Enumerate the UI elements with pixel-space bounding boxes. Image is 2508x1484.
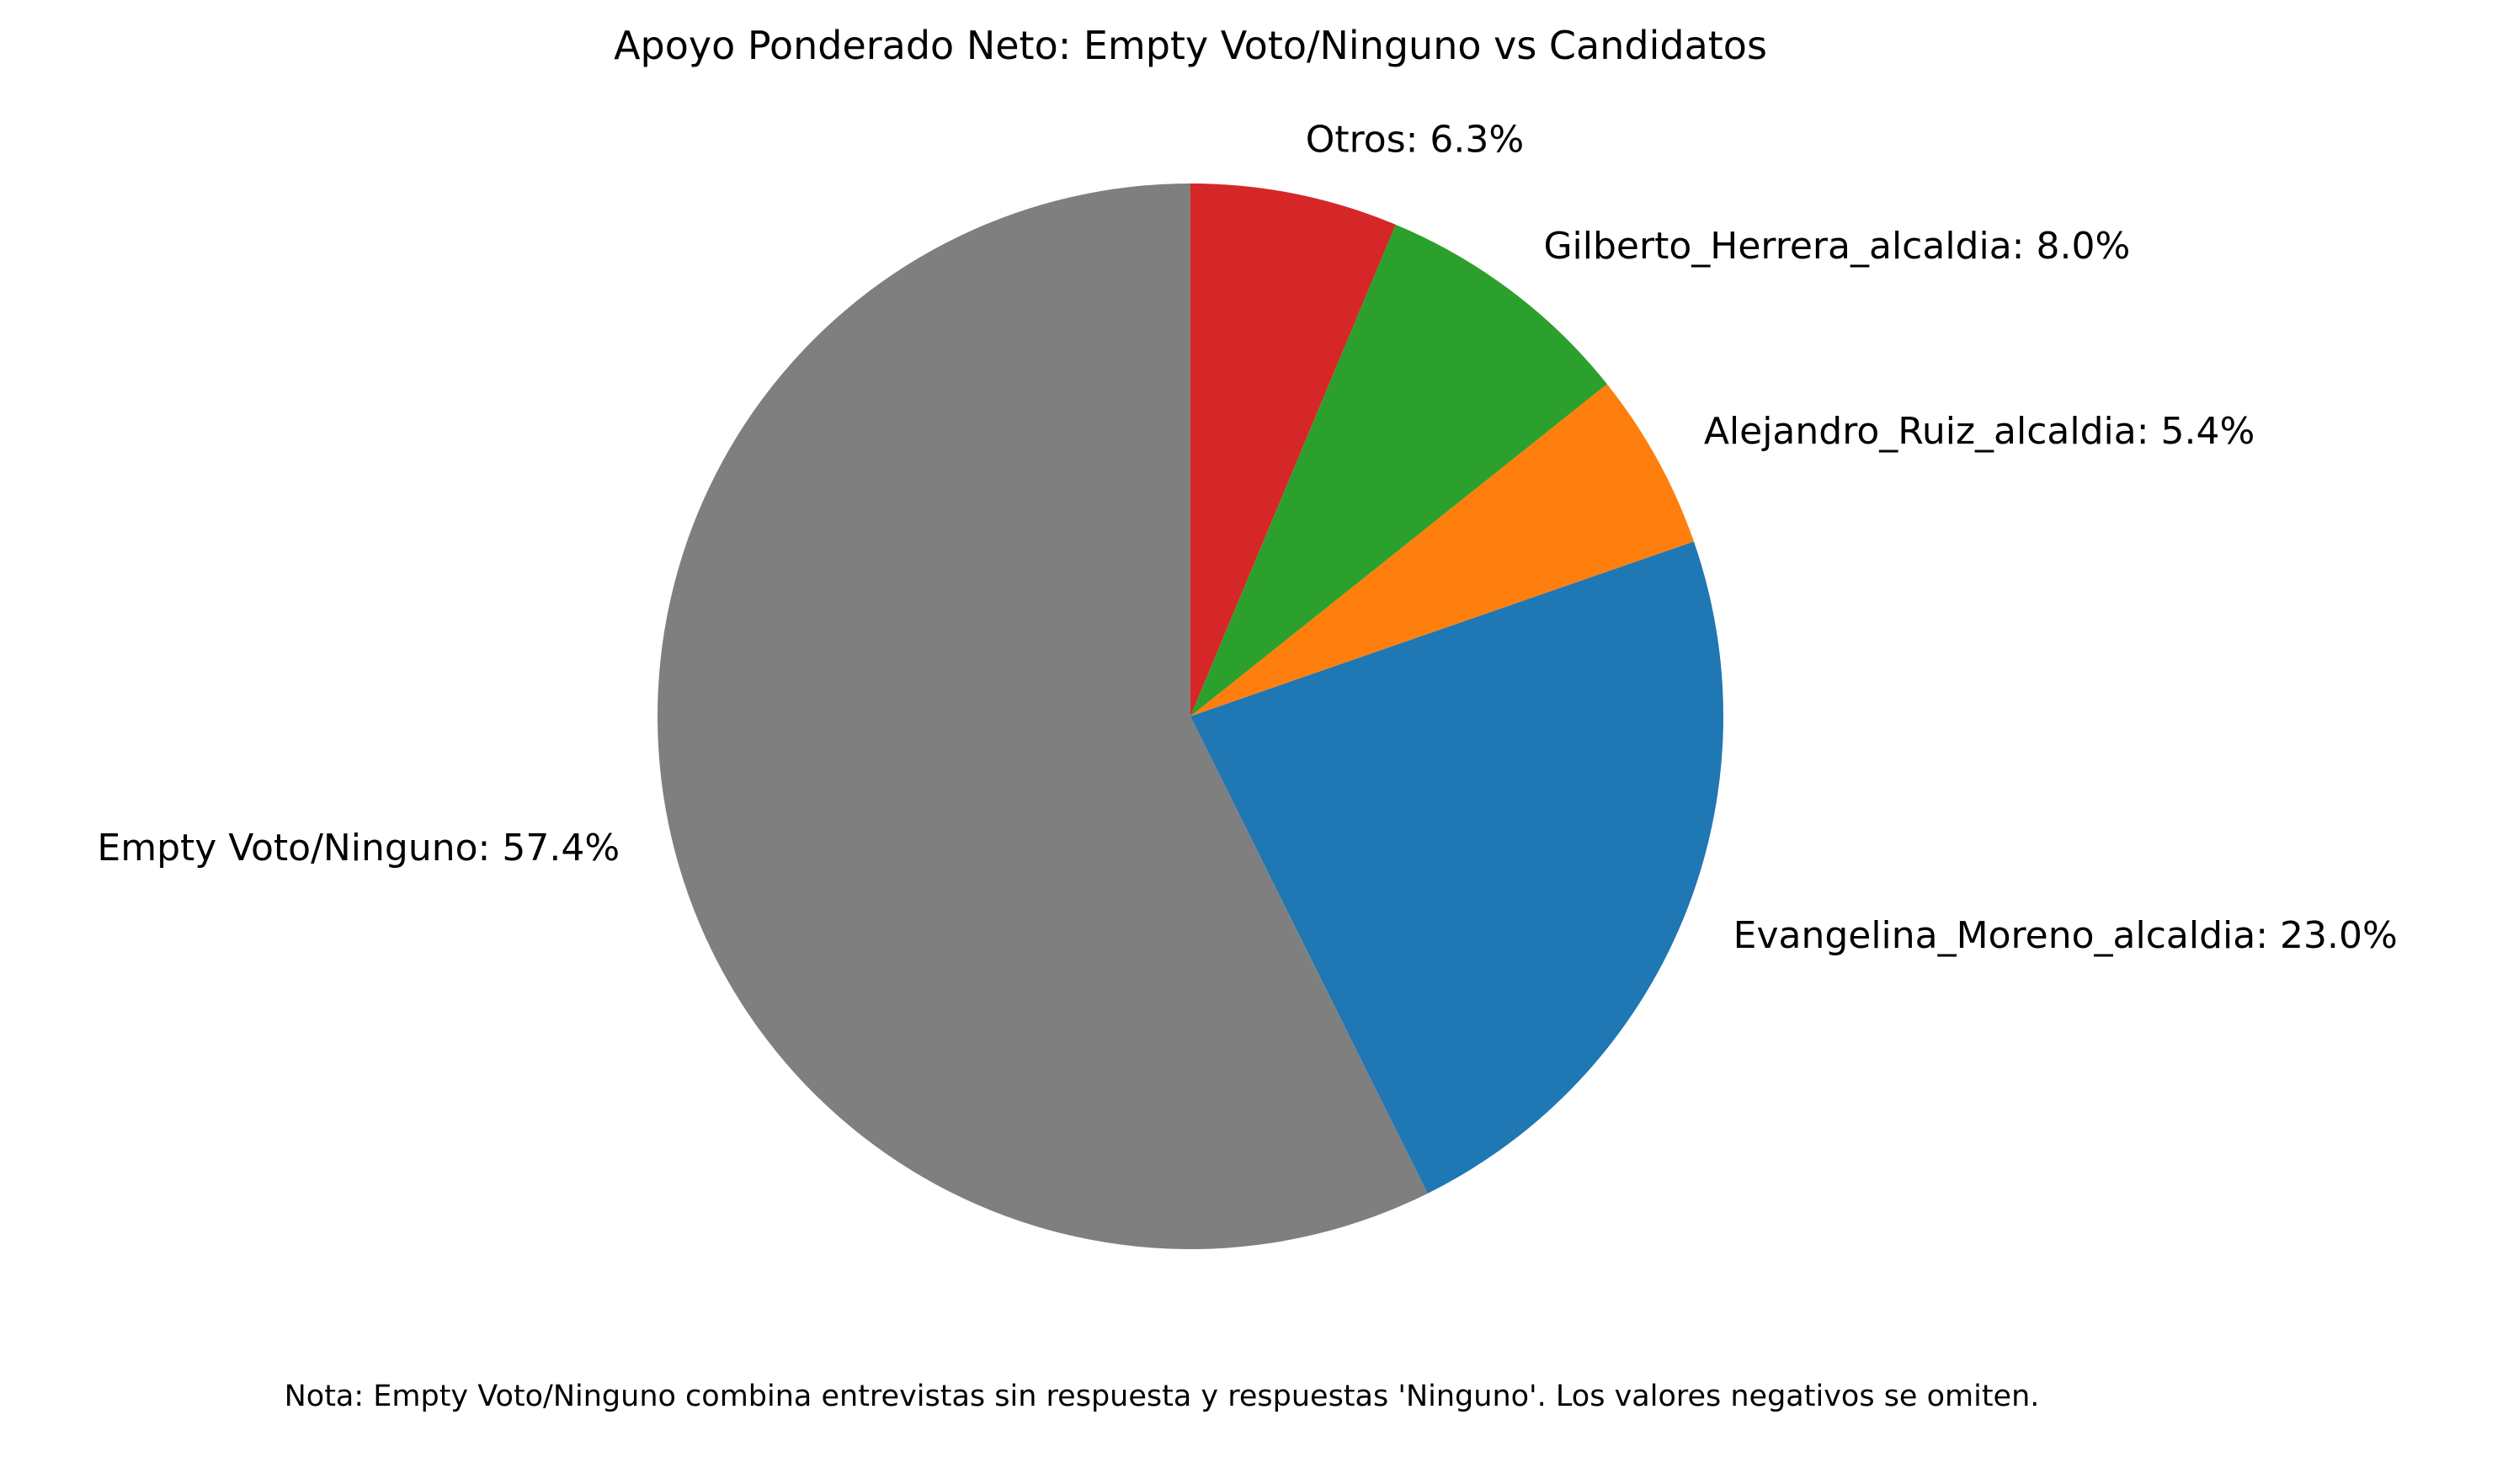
chart-title: Apoyo Ponderado Neto: Empty Voto/Ninguno… (614, 23, 1767, 68)
pie-slices (657, 184, 1724, 1249)
chart-note: Nota: Empty Voto/Ninguno combina entrevi… (285, 1380, 2040, 1413)
pie-slice-alejandro-ruiz-alcaldia (1190, 384, 1694, 716)
pie-label-empty-voto-ninguno: Empty Voto/Ninguno: 57.4% (97, 827, 620, 870)
pie-slice-gilberto-herrera-alcaldia (1190, 224, 1607, 716)
pie-slice-evangelina-moreno-alcaldia (1190, 541, 1724, 1194)
pie-label-alejandro-ruiz-alcaldia: Alejandro_Ruiz_alcaldia: 5.4% (1704, 410, 2255, 453)
pie-label-evangelina-moreno-alcaldia: Evangelina_Moreno_alcaldia: 23.0% (1733, 914, 2398, 957)
pie-slice-empty-voto-ninguno (657, 184, 1428, 1249)
pie-label-otros: Otros: 6.3% (1306, 118, 1524, 161)
pie-labels: Otros: 6.3% Gilberto_Herrera_alcaldia: 8.… (97, 118, 2397, 957)
pie-label-gilberto-herrera-alcaldia: Gilberto_Herrera_alcaldia: 8.0% (1543, 225, 2130, 268)
pie-slice-otros (1190, 184, 1396, 716)
